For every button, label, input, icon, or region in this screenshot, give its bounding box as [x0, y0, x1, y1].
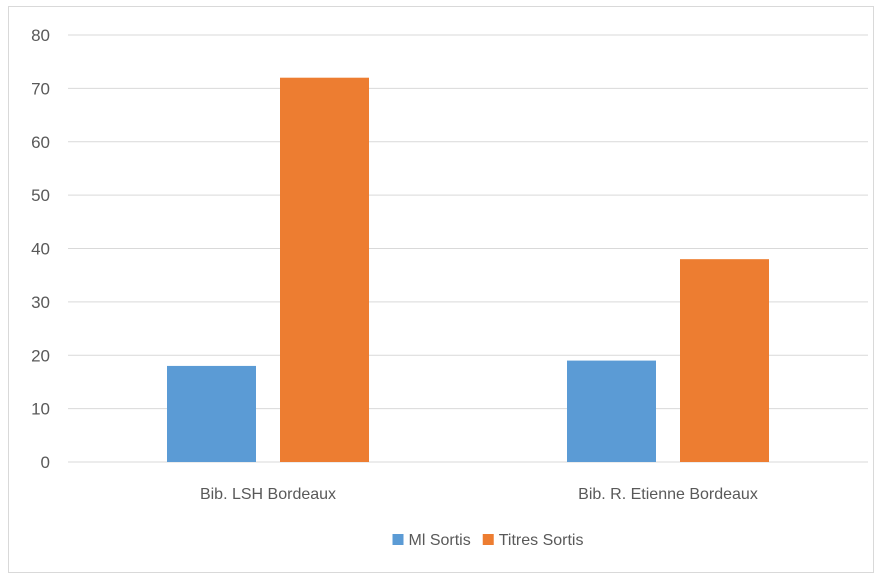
legend-label: Ml Sortis — [409, 532, 471, 549]
legend-swatch — [482, 534, 494, 545]
legend-item: Ml Sortis — [392, 532, 471, 549]
bar-ml-sortis-0 — [167, 365, 256, 462]
x-axis-tick-labels: Bib. LSH Bordeaux Bib. R. Etienne Bordeau… — [200, 486, 758, 503]
y-tick-label: 50 — [31, 186, 50, 205]
y-tick-label: 10 — [31, 400, 50, 419]
y-tick-label: 70 — [31, 79, 50, 98]
x-tick-label: Bib. LSH Bordeaux — [200, 486, 336, 503]
y-axis-tick-labels: 0 10 20 30 40 50 60 70 80 — [31, 26, 50, 472]
y-tick-label: 20 — [31, 346, 50, 365]
legend: Ml Sortis Titres Sortis — [392, 532, 584, 549]
y-tick-label: 80 — [31, 26, 50, 45]
bar-titres-sortis-0 — [280, 77, 369, 462]
y-tick-label: 0 — [41, 453, 50, 472]
legend-swatch — [392, 534, 404, 545]
x-tick-label: Bib. R. Etienne Bordeaux — [578, 486, 758, 503]
bars — [167, 77, 769, 462]
y-tick-label: 60 — [31, 133, 50, 152]
legend-item: Titres Sortis — [482, 532, 584, 549]
y-tick-label: 30 — [31, 293, 50, 312]
y-tick-label: 40 — [31, 240, 50, 259]
legend-label: Titres Sortis — [499, 532, 584, 549]
bar-titres-sortis-1 — [680, 259, 769, 462]
bar-ml-sortis-1 — [567, 360, 656, 462]
